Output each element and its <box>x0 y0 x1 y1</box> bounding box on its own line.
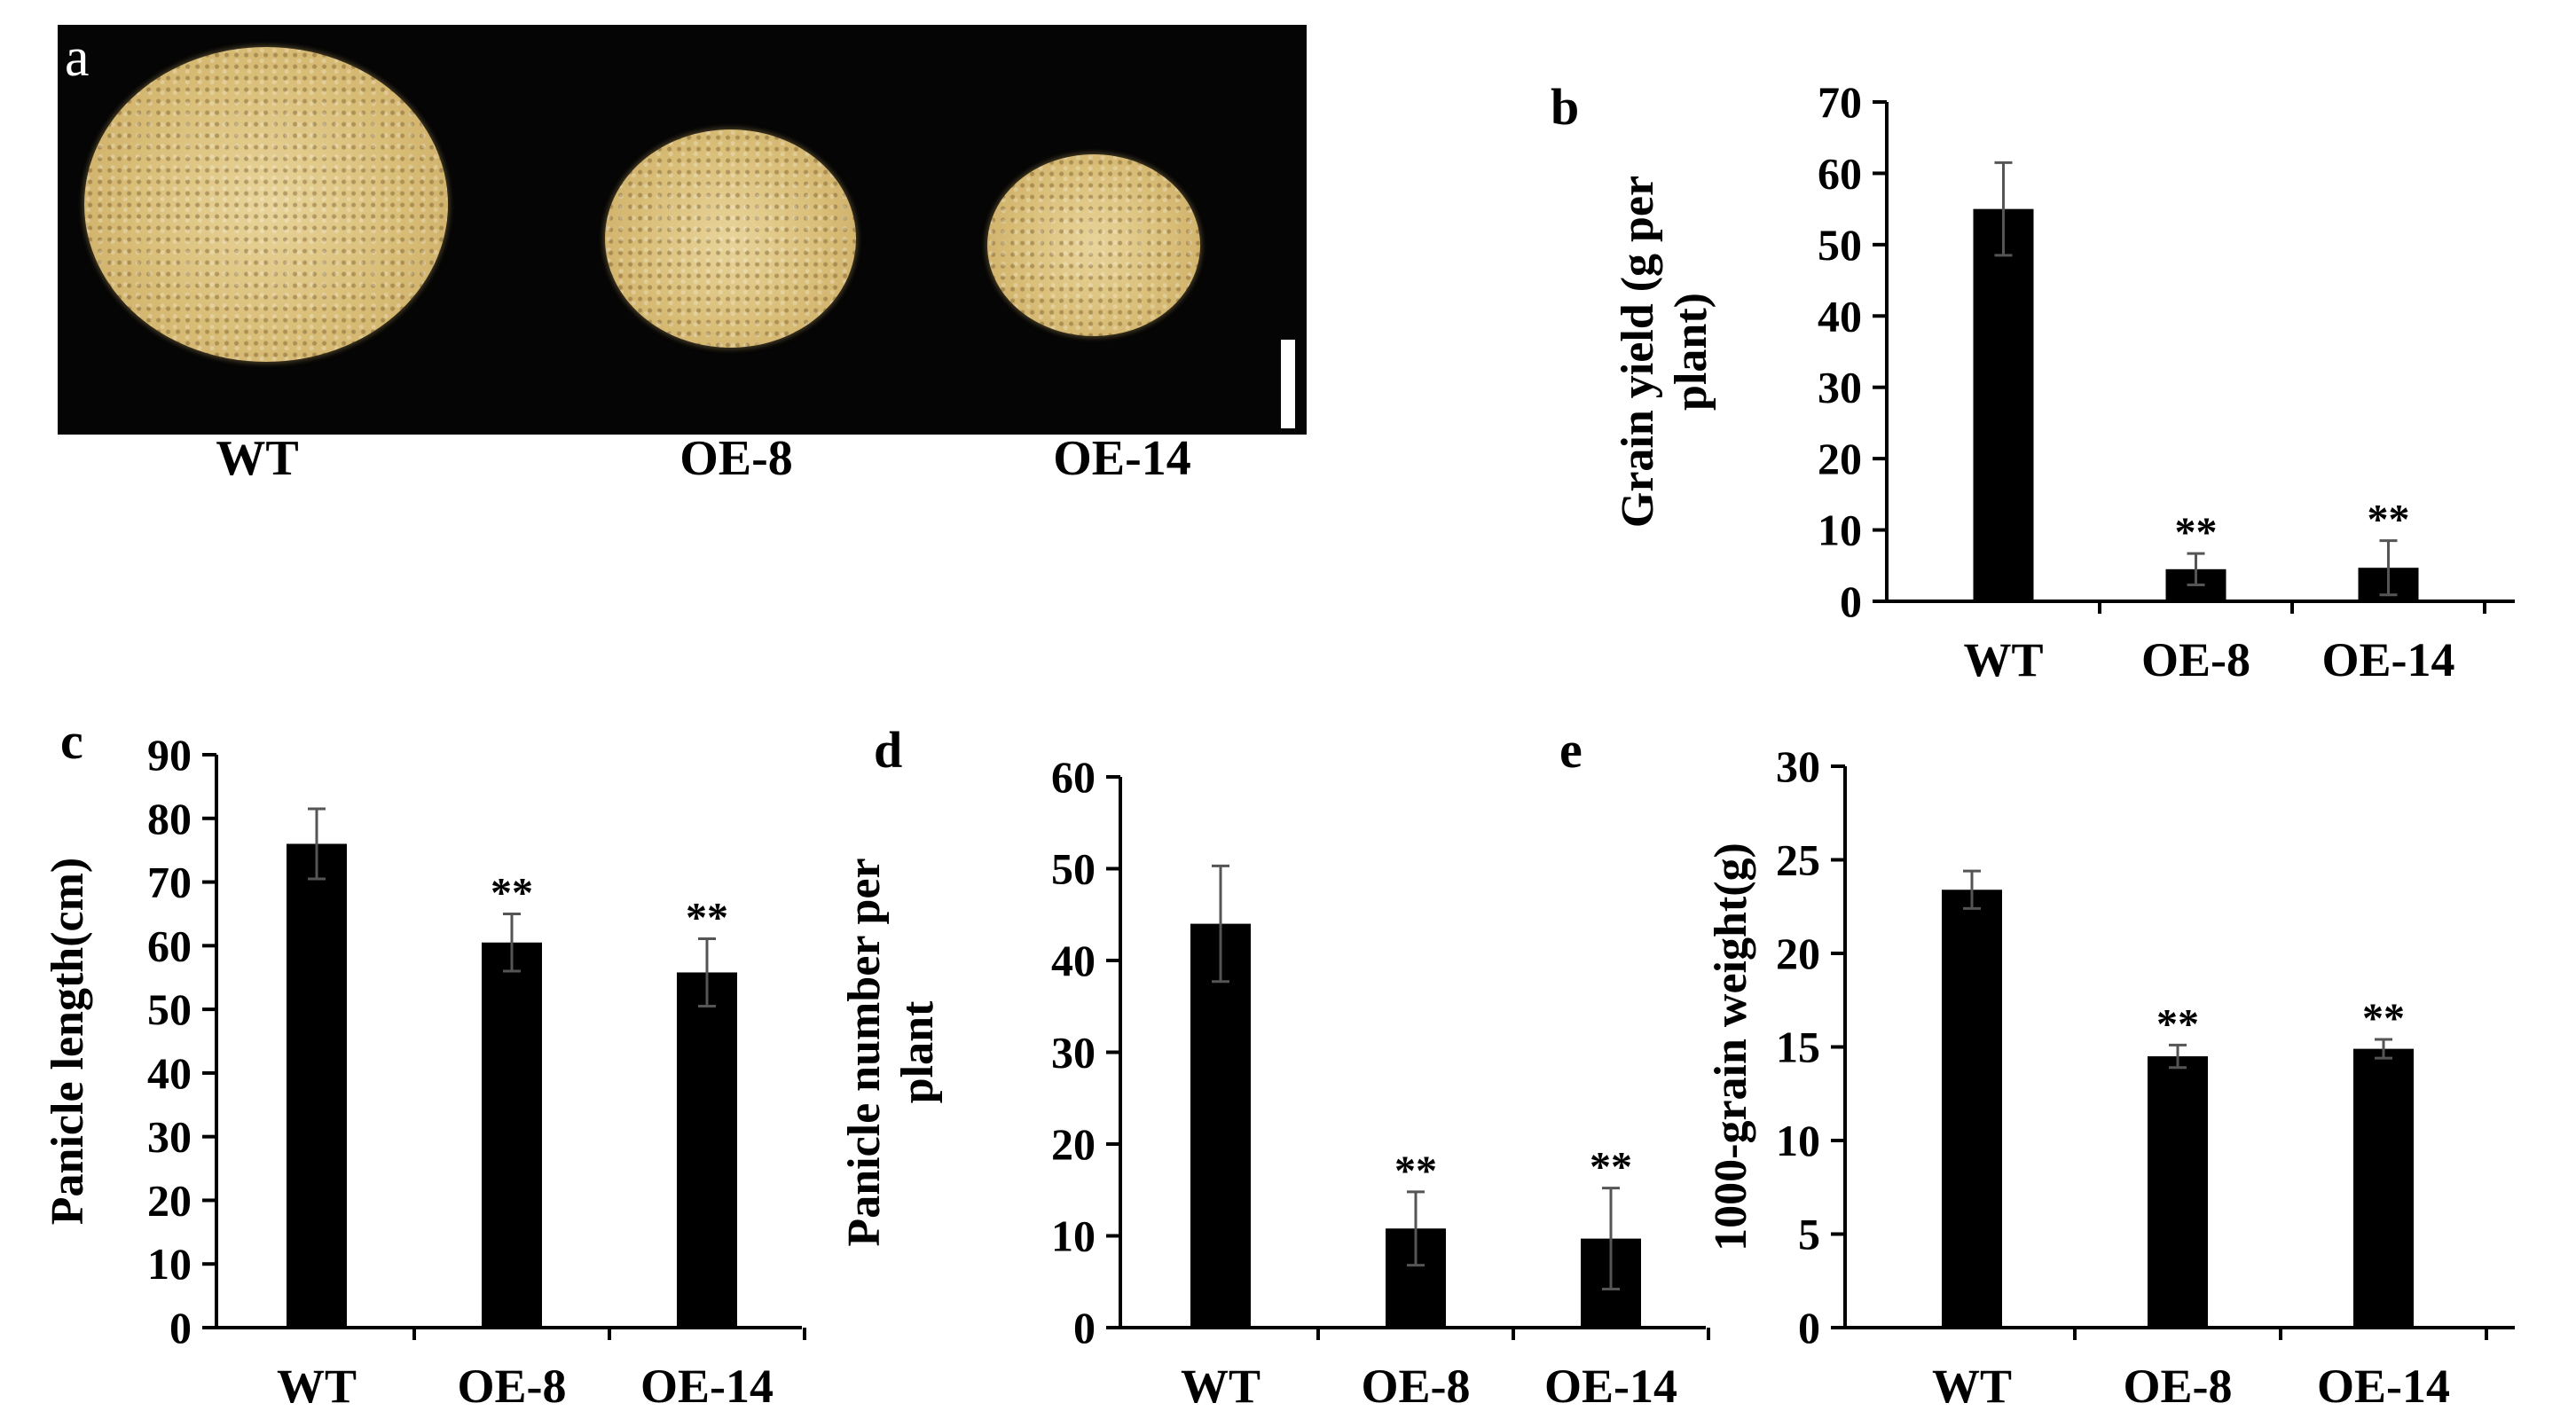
chart-b-y-tick-label: 10 <box>1818 506 1862 555</box>
chart-b-y-tick-label: 60 <box>1818 148 1862 198</box>
chart-c-panel-letter: c <box>60 712 83 770</box>
scale-bar <box>1281 340 1295 428</box>
chart-d-category-label: WT <box>1181 1360 1261 1411</box>
chart-c-y-axis-label: Panicle length(cm) <box>43 858 93 1225</box>
chart-d-y-axis-label-line: plant <box>892 1000 943 1103</box>
chart-d-y-tick-label: 0 <box>1073 1303 1096 1352</box>
chart-e-panel-letter: e <box>1559 721 1583 779</box>
photo-label-wt: WT <box>216 431 299 486</box>
chart-b-category-label: OE-8 <box>2141 633 2250 686</box>
chart-e-y-tick-label: 10 <box>1776 1116 1820 1165</box>
grain-photo-panel: a <box>58 25 1307 435</box>
chart-e-significance: ** <box>2362 995 2405 1042</box>
grain-pile-oe14 <box>987 154 1200 336</box>
chart-e-y-tick-label: 25 <box>1776 835 1820 885</box>
chart-e-y-tick-label: 15 <box>1776 1023 1820 1072</box>
chart-c-bar <box>287 843 347 1328</box>
chart-c-significance: ** <box>686 894 728 941</box>
chart-d-category-label: OE-8 <box>1361 1360 1470 1411</box>
chart-b-y-axis-label: Grain yield (g per plant) <box>1613 176 1716 528</box>
chart-c-y-tick-label: 70 <box>147 858 192 907</box>
chart-b-y-tick-label: 0 <box>1840 576 1862 626</box>
chart-d-category-label: OE-14 <box>1544 1360 1677 1411</box>
chart-c-y-tick-label: 80 <box>147 794 192 843</box>
chart-c-bar <box>482 942 542 1328</box>
chart-c-category-label: WT <box>277 1360 357 1411</box>
grain-pile-oe8 <box>605 129 856 348</box>
chart-e-bar <box>2148 1056 2208 1328</box>
chart-e-category-label: OE-14 <box>2317 1360 2450 1411</box>
chart-e-category-label: OE-8 <box>2123 1360 2232 1411</box>
chart-c-y-tick-label: 40 <box>147 1048 192 1098</box>
chart-e-y-tick-label: 5 <box>1798 1210 1820 1259</box>
chart-e-bar <box>1942 890 2002 1328</box>
chart-e-y-axis-label: 1000-grain weight(g) <box>1706 843 1756 1251</box>
chart-d-significance: ** <box>1394 1148 1437 1195</box>
chart-d-panel-letter: d <box>874 721 902 779</box>
chart-c-y-axis-label-line: Panicle length(cm) <box>43 858 93 1225</box>
chart-d-y-tick-label: 50 <box>1051 844 1096 894</box>
chart-c-significance: ** <box>491 869 533 916</box>
chart-c-y-tick-label: 30 <box>147 1112 192 1162</box>
chart-b-y-axis-label-line: plant) <box>1666 293 1716 411</box>
chart-c-y-tick-label: 20 <box>147 1175 192 1225</box>
chart-d-y-tick-label: 20 <box>1051 1119 1096 1169</box>
chart-c-y-tick-label: 50 <box>147 984 192 1034</box>
chart-c-y-tick-label: 0 <box>169 1303 192 1352</box>
chart-c-bar <box>677 972 737 1328</box>
grain-pile-wt <box>84 47 448 362</box>
chart-d-y-tick-label: 60 <box>1051 752 1096 802</box>
chart-b-y-tick-label: 30 <box>1818 363 1862 412</box>
chart-b-y-tick-label: 20 <box>1818 434 1862 483</box>
chart-c-y-tick-label: 60 <box>147 921 192 970</box>
chart-e-y-tick-label: 20 <box>1776 929 1820 978</box>
chart-b-significance: ** <box>2175 509 2218 556</box>
photo-label-oe14: OE-14 <box>1053 431 1191 486</box>
panel-a-letter: a <box>65 27 90 88</box>
chart-c-category-label: OE-8 <box>457 1360 566 1411</box>
chart-e-y-tick-label: 30 <box>1776 741 1820 791</box>
chart-d-y-axis-label-line: Panicle number per <box>839 858 890 1246</box>
chart-e-category-label: WT <box>1932 1360 2012 1411</box>
chart-c-y-tick-label: 10 <box>147 1239 192 1289</box>
chart-b-panel-letter: b <box>1551 78 1579 136</box>
chart-b-y-tick-label: 70 <box>1818 77 1862 127</box>
chart-d-y-axis-label: Panicle number per plant <box>839 858 943 1246</box>
chart-d-y-tick-label: 30 <box>1051 1028 1096 1078</box>
chart-d-bar <box>1190 923 1251 1328</box>
chart-e-y-axis-label-line: 1000-grain weight(g) <box>1706 843 1756 1251</box>
chart-e-y-tick-label: 0 <box>1798 1303 1820 1352</box>
chart-e-bar <box>2353 1048 2414 1328</box>
chart-b-category-label: WT <box>1963 633 2043 686</box>
chart-b-y-tick-label: 40 <box>1818 291 1862 341</box>
chart-d-significance: ** <box>1590 1144 1632 1191</box>
chart-d-y-tick-label: 10 <box>1051 1211 1096 1261</box>
chart-b-y-axis-label-line: Grain yield (g per <box>1613 176 1663 528</box>
chart-d-y-tick-label: 40 <box>1051 936 1096 985</box>
chart-c-y-tick-label: 90 <box>147 730 192 780</box>
chart-b-significance: ** <box>2368 497 2410 544</box>
chart-b-bar <box>1973 208 2034 601</box>
chart-b-y-tick-label: 50 <box>1818 220 1862 270</box>
chart-b-category-label: OE-14 <box>2321 633 2454 686</box>
chart-e-significance: ** <box>2156 1000 2199 1047</box>
photo-label-oe8: OE-8 <box>679 431 793 486</box>
chart-c-category-label: OE-14 <box>640 1360 774 1411</box>
